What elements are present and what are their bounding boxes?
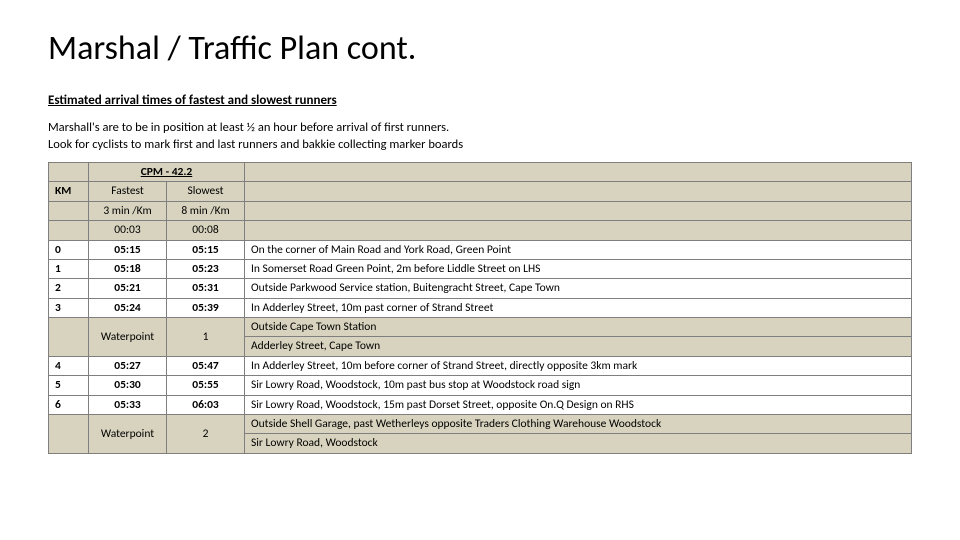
cell-fast: 05:18 bbox=[89, 259, 167, 278]
blank bbox=[49, 221, 89, 240]
wp-num: 1 bbox=[167, 318, 245, 357]
arrival-table: CPM - 42.2 KM Fastest Slowest 3 min /Km … bbox=[48, 162, 912, 454]
cell-slow: 06:03 bbox=[167, 395, 245, 414]
cell-slow: 05:47 bbox=[167, 356, 245, 375]
pace-fast-time: 00:03 bbox=[89, 221, 167, 240]
table-row: 1 05:18 05:23 In Somerset Road Green Poi… bbox=[49, 259, 912, 278]
table-row: 5 05:30 05:55 Sir Lowry Road, Woodstock,… bbox=[49, 376, 912, 395]
cell-slow: 05:15 bbox=[167, 240, 245, 259]
cell-fast: 05:21 bbox=[89, 279, 167, 298]
header-row-3: 00:03 00:08 bbox=[49, 221, 912, 240]
wp-desc: Sir Lowry Road, Woodstock bbox=[245, 434, 912, 453]
col-desc-blank bbox=[245, 182, 912, 201]
note-line: Look for cyclists to mark first and last… bbox=[48, 137, 912, 152]
cell-km: 5 bbox=[49, 376, 89, 395]
cell-km: 1 bbox=[49, 259, 89, 278]
wp-desc: Outside Cape Town Station bbox=[245, 318, 912, 337]
cell-slow: 05:31 bbox=[167, 279, 245, 298]
col-slowest: Slowest bbox=[167, 182, 245, 201]
cell-desc: Sir Lowry Road, Woodstock, 10m past bus … bbox=[245, 376, 912, 395]
cell-desc: In Adderley Street, 10m before corner of… bbox=[245, 356, 912, 375]
cell-desc: In Somerset Road Green Point, 2m before … bbox=[245, 259, 912, 278]
wp-label: Waterpoint bbox=[89, 318, 167, 357]
cell-fast: 05:24 bbox=[89, 298, 167, 317]
cell-fast: 05:27 bbox=[89, 356, 167, 375]
blank bbox=[49, 201, 89, 220]
cell-slow: 05:39 bbox=[167, 298, 245, 317]
cell-slow: 05:55 bbox=[167, 376, 245, 395]
cell-fast: 05:33 bbox=[89, 395, 167, 414]
pace-slow: 8 min /Km bbox=[167, 201, 245, 220]
cpm-label: CPM - 42.2 bbox=[89, 163, 245, 182]
cell-desc: In Adderley Street, 10m past corner of S… bbox=[245, 298, 912, 317]
table-row: 0 05:15 05:15 On the corner of Main Road… bbox=[49, 240, 912, 259]
wp-blank bbox=[49, 318, 89, 357]
wp-label: Waterpoint bbox=[89, 414, 167, 453]
wp-desc: Outside Shell Garage, past Wetherleys op… bbox=[245, 414, 912, 433]
cell-desc: Sir Lowry Road, Woodstock, 15m past Dors… bbox=[245, 395, 912, 414]
header-row-1: KM Fastest Slowest bbox=[49, 182, 912, 201]
cell-km: 0 bbox=[49, 240, 89, 259]
table-row: 6 05:33 06:03 Sir Lowry Road, Woodstock,… bbox=[49, 395, 912, 414]
note-line: Marshall's are to be in position at leas… bbox=[48, 120, 912, 135]
table-row: 3 05:24 05:39 In Adderley Street, 10m pa… bbox=[49, 298, 912, 317]
page-title: Marshal / Traffic Plan cont. bbox=[48, 28, 912, 69]
cpm-row: CPM - 42.2 bbox=[49, 163, 912, 182]
cell-fast: 05:15 bbox=[89, 240, 167, 259]
wp-blank bbox=[49, 414, 89, 453]
cpm-spacer bbox=[245, 163, 912, 182]
table-row: 2 05:21 05:31 Outside Parkwood Service s… bbox=[49, 279, 912, 298]
cell-km: 2 bbox=[49, 279, 89, 298]
blank bbox=[245, 221, 912, 240]
pace-slow-time: 00:08 bbox=[167, 221, 245, 240]
cell-fast: 05:30 bbox=[89, 376, 167, 395]
cpm-spacer bbox=[49, 163, 89, 182]
wp-desc: Adderley Street, Cape Town bbox=[245, 337, 912, 356]
cell-slow: 05:23 bbox=[167, 259, 245, 278]
cell-km: 4 bbox=[49, 356, 89, 375]
subheading: Estimated arrival times of fastest and s… bbox=[48, 93, 912, 108]
blank bbox=[245, 201, 912, 220]
slide: Marshal / Traffic Plan cont. Estimated a… bbox=[0, 0, 960, 464]
waterpoint-row: Waterpoint 2 Outside Shell Garage, past … bbox=[49, 414, 912, 433]
pace-fast: 3 min /Km bbox=[89, 201, 167, 220]
cell-desc: On the corner of Main Road and York Road… bbox=[245, 240, 912, 259]
header-row-2: 3 min /Km 8 min /Km bbox=[49, 201, 912, 220]
col-fastest: Fastest bbox=[89, 182, 167, 201]
col-km: KM bbox=[49, 182, 89, 201]
cell-km: 3 bbox=[49, 298, 89, 317]
wp-num: 2 bbox=[167, 414, 245, 453]
table-row: 4 05:27 05:47 In Adderley Street, 10m be… bbox=[49, 356, 912, 375]
cell-desc: Outside Parkwood Service station, Buiten… bbox=[245, 279, 912, 298]
cell-km: 6 bbox=[49, 395, 89, 414]
notes-block: Marshall's are to be in position at leas… bbox=[48, 120, 912, 152]
waterpoint-row: Waterpoint 1 Outside Cape Town Station bbox=[49, 318, 912, 337]
